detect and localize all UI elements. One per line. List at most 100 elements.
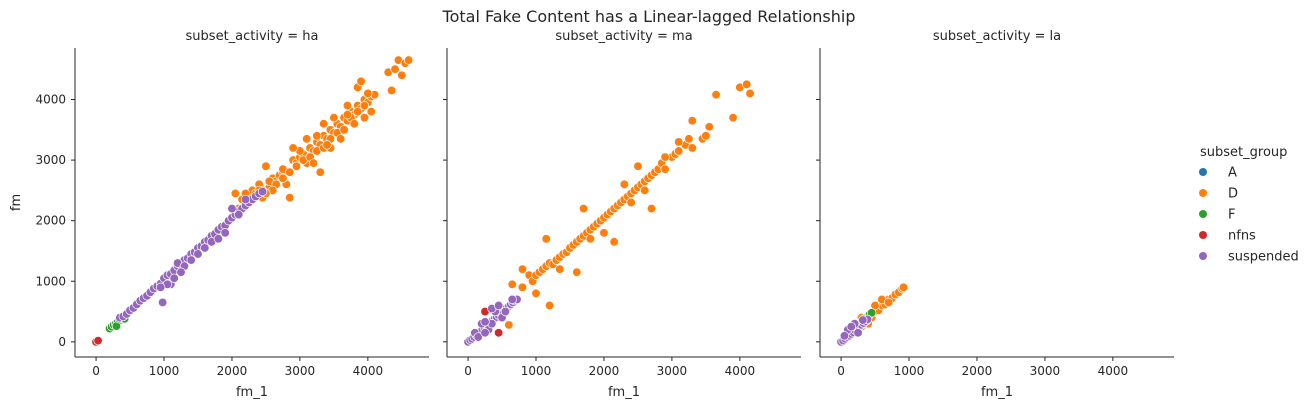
point-D: [504, 320, 514, 330]
point-D: [745, 88, 755, 99]
x-tick-label: 0: [837, 364, 845, 378]
point-suspended: [155, 282, 166, 292]
point-D: [619, 179, 629, 189]
point-D: [359, 113, 370, 123]
point-D: [687, 116, 697, 126]
legend-label: F: [1228, 208, 1235, 223]
x-tick-label: 2000: [962, 364, 993, 378]
point-D: [704, 122, 714, 132]
panel-title: subset_activity = la: [933, 29, 1061, 44]
point-D: [507, 279, 517, 289]
point-D: [609, 237, 619, 247]
point-D: [585, 234, 596, 244]
point-D: [674, 146, 684, 156]
point-suspended: [493, 300, 504, 311]
point-D: [261, 161, 271, 171]
point-D: [397, 70, 407, 80]
point-suspended: [213, 234, 224, 244]
legend-label: suspended: [1228, 250, 1299, 265]
y-tick-label: 1000: [35, 274, 66, 288]
point-D: [312, 131, 322, 141]
point-suspended: [500, 306, 511, 317]
point-D: [660, 152, 670, 162]
point-D: [349, 119, 359, 129]
y-tick-label: 0: [58, 335, 66, 349]
point-D: [741, 79, 752, 90]
point-D: [674, 137, 684, 147]
point-D: [336, 134, 346, 144]
x-tick-label: 3000: [657, 364, 688, 378]
point-D: [285, 193, 295, 203]
legend-label: D: [1228, 187, 1238, 202]
point-suspended: [186, 255, 196, 265]
x-tick-label: 2000: [589, 364, 620, 378]
legend-marker: [1199, 231, 1207, 239]
point-D: [883, 297, 894, 308]
point-suspended: [176, 267, 186, 277]
point-D: [626, 197, 636, 208]
point-D: [278, 173, 288, 183]
point-D: [660, 164, 670, 174]
point-suspended: [473, 332, 483, 342]
legend-title: subset_group: [1200, 145, 1287, 160]
point-suspended: [853, 328, 863, 338]
point-D: [728, 113, 738, 123]
point-D: [684, 134, 694, 144]
y-tick-label: 3000: [35, 153, 66, 167]
point-D: [329, 113, 339, 123]
point-D: [555, 264, 565, 274]
point-D: [339, 125, 349, 135]
point-suspended: [257, 186, 268, 197]
point-suspended: [234, 209, 244, 220]
x-axis-label: fm_1: [981, 385, 1013, 400]
point-suspended: [480, 317, 490, 327]
point-D: [898, 282, 909, 292]
point-D: [646, 203, 657, 214]
panel-3: 0 1000 2000 3000 4000 subset_activity = la fm_…: [816, 29, 1174, 400]
point-D: [302, 134, 312, 144]
panel-1: 0 1000 2000 3000 4000 0 1000 2000 3000 4000 subset…: [9, 29, 429, 400]
x-tick-label: 4000: [353, 364, 384, 378]
point-D: [390, 64, 400, 74]
point-suspended: [480, 328, 490, 338]
point-D: [517, 264, 528, 274]
panels: 0 1000 2000 3000 4000 0 1000 2000 3000 4000 subset…: [9, 29, 1174, 400]
point-D: [315, 167, 325, 177]
point-D: [633, 161, 643, 171]
point-suspended: [200, 243, 210, 253]
x-tick-label: 4000: [725, 364, 756, 378]
point-nfns: [493, 328, 504, 338]
x-axis-label: fm_1: [608, 385, 640, 400]
point-D: [363, 88, 373, 99]
point-D: [288, 143, 298, 153]
point-D: [230, 188, 241, 199]
legend-label: A: [1228, 166, 1237, 181]
x-tick-label: 3000: [285, 364, 316, 378]
panel-title: subset_activity = ha: [186, 29, 319, 44]
y-axis-label: fm: [9, 194, 24, 211]
points: [91, 55, 414, 347]
point-suspended: [507, 294, 517, 305]
point-D: [403, 55, 414, 65]
panel-2: 0 1000 2000 3000 4000 subset_activity = ma fm_…: [443, 29, 801, 400]
x-tick-label: 0: [464, 364, 472, 378]
point-D: [544, 300, 555, 311]
point-D: [342, 109, 353, 120]
x-tick-label: 0: [92, 364, 100, 378]
legend-marker: [1199, 189, 1207, 197]
point-suspended: [858, 315, 868, 325]
point-D: [366, 106, 376, 117]
point-suspended: [193, 249, 203, 259]
point-D: [599, 228, 609, 238]
point-suspended: [227, 203, 237, 214]
point-D: [356, 76, 366, 86]
point-nfns: [93, 335, 103, 346]
x-tick-label: 4000: [1098, 364, 1129, 378]
x-tick-label: 1000: [894, 364, 925, 378]
legend-marker: [1199, 210, 1207, 218]
point-D: [291, 161, 302, 171]
legend-marker: [1199, 168, 1207, 176]
